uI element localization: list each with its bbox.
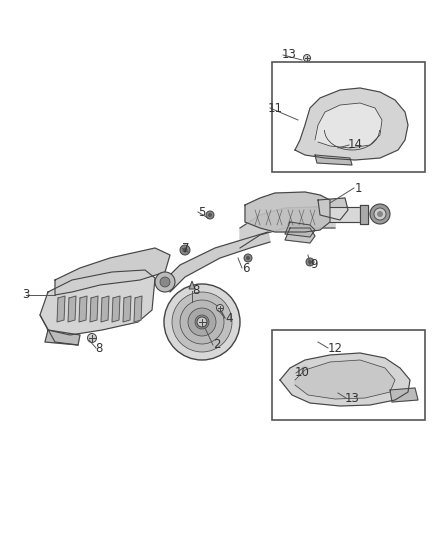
Circle shape: [303, 368, 307, 372]
Polygon shape: [240, 207, 335, 248]
Circle shape: [183, 247, 187, 253]
Circle shape: [88, 334, 96, 343]
Circle shape: [246, 256, 250, 260]
Polygon shape: [165, 232, 270, 292]
Polygon shape: [68, 296, 76, 322]
Polygon shape: [285, 222, 315, 237]
Text: 12: 12: [328, 342, 343, 354]
Circle shape: [370, 204, 390, 224]
Circle shape: [208, 213, 212, 217]
Circle shape: [164, 284, 240, 360]
Text: 9: 9: [310, 259, 318, 271]
Polygon shape: [295, 88, 408, 160]
Polygon shape: [245, 192, 330, 232]
Circle shape: [306, 258, 314, 266]
Polygon shape: [123, 296, 131, 322]
Text: 10: 10: [295, 367, 310, 379]
Circle shape: [206, 211, 214, 219]
Text: 7: 7: [182, 241, 190, 254]
Circle shape: [180, 245, 190, 255]
Text: 14: 14: [348, 139, 363, 151]
Text: 11: 11: [268, 101, 283, 115]
Circle shape: [160, 277, 170, 287]
Text: 3: 3: [22, 288, 29, 302]
Text: 6: 6: [242, 262, 250, 274]
Polygon shape: [57, 296, 65, 322]
Polygon shape: [101, 296, 109, 322]
Polygon shape: [390, 388, 418, 402]
Circle shape: [374, 208, 386, 220]
Circle shape: [188, 308, 216, 336]
Polygon shape: [315, 103, 382, 148]
Text: 8: 8: [95, 342, 102, 354]
Polygon shape: [280, 353, 410, 406]
Polygon shape: [285, 228, 315, 243]
Polygon shape: [40, 270, 155, 335]
Bar: [272, 330, 425, 420]
Polygon shape: [55, 248, 170, 295]
Circle shape: [377, 211, 383, 217]
Text: 2: 2: [213, 338, 220, 351]
Polygon shape: [90, 296, 98, 322]
Text: 13: 13: [345, 392, 360, 405]
Circle shape: [304, 54, 311, 61]
Circle shape: [308, 260, 312, 264]
Polygon shape: [189, 281, 195, 289]
Text: 8: 8: [192, 285, 199, 297]
Circle shape: [216, 304, 223, 311]
Circle shape: [301, 366, 309, 374]
Circle shape: [180, 300, 224, 344]
Circle shape: [339, 390, 346, 397]
Text: 13: 13: [282, 49, 297, 61]
Circle shape: [172, 292, 232, 352]
Circle shape: [197, 317, 207, 327]
Text: 4: 4: [225, 311, 233, 325]
Circle shape: [155, 272, 175, 292]
Polygon shape: [295, 360, 395, 399]
Polygon shape: [45, 330, 80, 345]
Circle shape: [244, 254, 252, 262]
Polygon shape: [315, 155, 352, 165]
Polygon shape: [79, 296, 87, 322]
Text: 1: 1: [355, 182, 363, 195]
Polygon shape: [360, 205, 368, 224]
Polygon shape: [134, 296, 142, 322]
Polygon shape: [112, 296, 120, 322]
Text: 5: 5: [198, 206, 205, 219]
Bar: [272, 62, 425, 172]
Polygon shape: [318, 198, 348, 220]
Polygon shape: [330, 207, 368, 222]
Circle shape: [195, 315, 209, 329]
